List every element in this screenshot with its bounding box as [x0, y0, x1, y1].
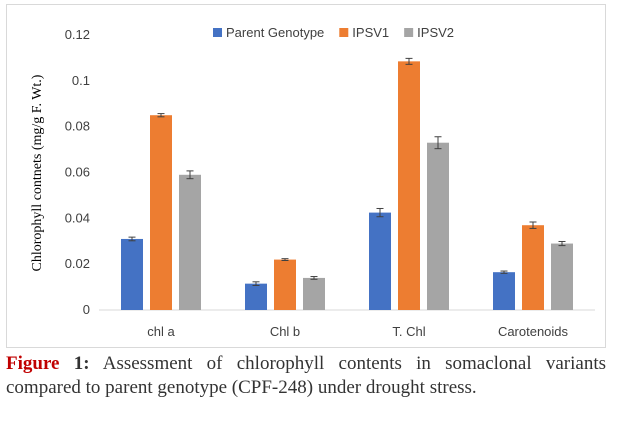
y-tick-label: 0.02 [65, 256, 90, 271]
figure-caption: Figure 1: Assessment of chlorophyll cont… [6, 352, 606, 400]
bar [522, 225, 544, 310]
category-label: T. Chl [392, 324, 425, 339]
legend-swatch [213, 28, 222, 37]
category-label: Chl b [270, 324, 300, 339]
y-tick-label: 0 [83, 302, 90, 317]
bar [369, 212, 391, 310]
legend-label: Parent Genotype [226, 25, 324, 40]
y-tick-label: 0.1 [72, 73, 90, 88]
bar [150, 115, 172, 310]
bar [427, 142, 449, 310]
legend-swatch [404, 28, 414, 37]
y-axis-label: Chlorophyll contnets (mg/g F. Wt.) [30, 74, 45, 271]
category-labels: chl a Chl b T. Chl Carotenoids [147, 324, 568, 339]
legend-label: IPSV1 [352, 25, 389, 40]
bar [274, 259, 296, 310]
error-bars [128, 57, 566, 286]
caption-prefix: Figure [6, 353, 60, 374]
legend: Parent Genotype IPSV1 IPSV2 [213, 25, 454, 40]
bars [121, 61, 573, 310]
category-label: Carotenoids [498, 324, 569, 339]
y-tick-label: 0.12 [65, 27, 90, 42]
bar [245, 283, 267, 310]
legend-swatch [339, 28, 349, 37]
bar [493, 272, 515, 310]
chlorophyll-bar-chart: Chlorophyll contnets (mg/g F. Wt.) 0 0.02… [30, 25, 595, 339]
caption-number: 1: [73, 353, 90, 374]
bar [303, 277, 325, 310]
bar [121, 238, 143, 310]
y-tick-label: 0.04 [65, 210, 90, 225]
caption-text: Assessment of chlorophyll contents in so… [6, 353, 607, 398]
category-label: chl a [147, 324, 175, 339]
y-tick-labels: 0 0.02 0.04 0.06 0.08 0.1 0.12 [65, 27, 90, 317]
y-tick-label: 0.08 [65, 119, 90, 134]
bar [398, 61, 420, 310]
y-tick-label: 0.06 [65, 165, 90, 180]
bar [551, 243, 573, 310]
bar [179, 174, 201, 310]
legend-label: IPSV2 [417, 25, 454, 40]
chart-frame: Chlorophyll contnets (mg/g F. Wt.) 0 0.02… [6, 4, 606, 348]
